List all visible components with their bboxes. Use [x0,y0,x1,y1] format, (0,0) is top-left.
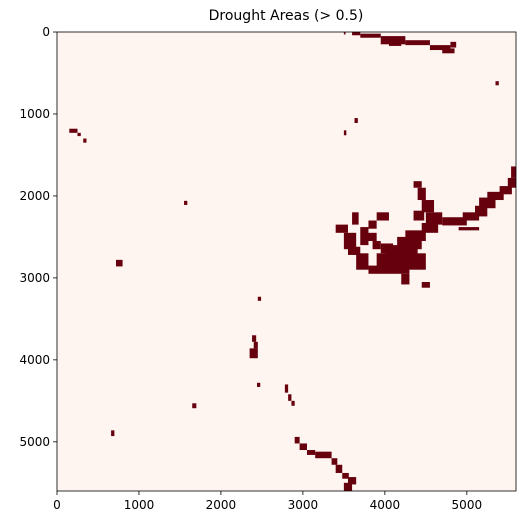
drought-region [417,187,426,201]
drought-region [442,217,467,226]
drought-region [376,212,389,221]
x-tick-label: 5000 [452,498,483,512]
drought-region [257,296,262,301]
drought-region [69,128,78,133]
drought-region [306,450,316,455]
drought-region [315,451,332,459]
drought-region [111,430,115,437]
drought-region [294,436,300,444]
drought-region [380,36,406,45]
drought-region [354,118,358,123]
chart-title: Drought Areas (> 0.5) [209,8,364,24]
drought-region [405,230,426,242]
drought-region [388,40,402,46]
plot-frame [56,31,517,492]
y-axis: 0 1000 2000 3000 4000 5000 [19,25,57,449]
drought-region [380,243,394,254]
plot-background [57,32,516,491]
drought-region [499,186,512,195]
drought-region [252,335,257,342]
drought-region [256,382,261,387]
drought-region [372,241,381,250]
drought-region [368,220,377,229]
drought-region [343,232,357,250]
drought-region [116,259,123,267]
drought-region [342,472,349,479]
drought-region [347,246,361,255]
drought-region [347,477,357,485]
drought-region [421,222,439,233]
drought-region [335,464,343,473]
drought-region [462,212,480,221]
drought-region [421,200,435,213]
drought-region [343,482,353,491]
drought-region [458,227,480,231]
y-tick-label: 3000 [19,271,50,285]
drought-region [343,32,346,35]
drought-region [368,265,410,274]
drought-region [450,41,457,48]
drought-region [475,205,488,217]
drought-region [487,191,504,201]
drought-region [192,403,197,409]
x-tick-label: 3000 [288,498,319,512]
x-axis: 0 1000 2000 3000 4000 5000 [53,491,482,512]
drought-region [364,232,377,242]
drought-region [331,458,338,465]
x-tick-label: 4000 [370,498,401,512]
drought-region [288,394,292,401]
drought-region [352,212,359,225]
drought-region [291,400,295,406]
y-tick-label: 4000 [19,353,50,367]
drought-region [413,210,425,221]
drought-region [511,166,516,178]
drought-region [405,40,430,46]
x-tick-label: 1000 [124,498,155,512]
drought-region [352,32,361,36]
drought-region [413,181,422,188]
y-tick-label: 1000 [19,107,50,121]
drought-region [249,348,258,359]
drought-region [442,48,455,54]
drought-region [184,200,188,205]
drought-region [335,224,348,233]
drought-region [495,81,499,86]
drought-region [425,212,443,225]
drought-region [360,33,381,38]
x-tick-label: 0 [53,498,61,512]
y-tick-label: 2000 [19,189,50,203]
drought-region [343,130,347,136]
y-tick-label: 5000 [19,435,50,449]
x-tick-label: 2000 [206,498,237,512]
drought-region [479,197,496,209]
drought-region [401,273,410,285]
y-tick-label: 0 [42,25,50,39]
drought-region [421,281,430,288]
drought-region [507,177,516,188]
drought-region [299,443,307,451]
drought-region [356,253,369,270]
drought-region [253,341,258,349]
drought-region [429,45,451,51]
drought-region [77,132,81,137]
drought-region [83,138,87,143]
drought-regions [69,32,516,491]
drought-region [284,384,289,393]
